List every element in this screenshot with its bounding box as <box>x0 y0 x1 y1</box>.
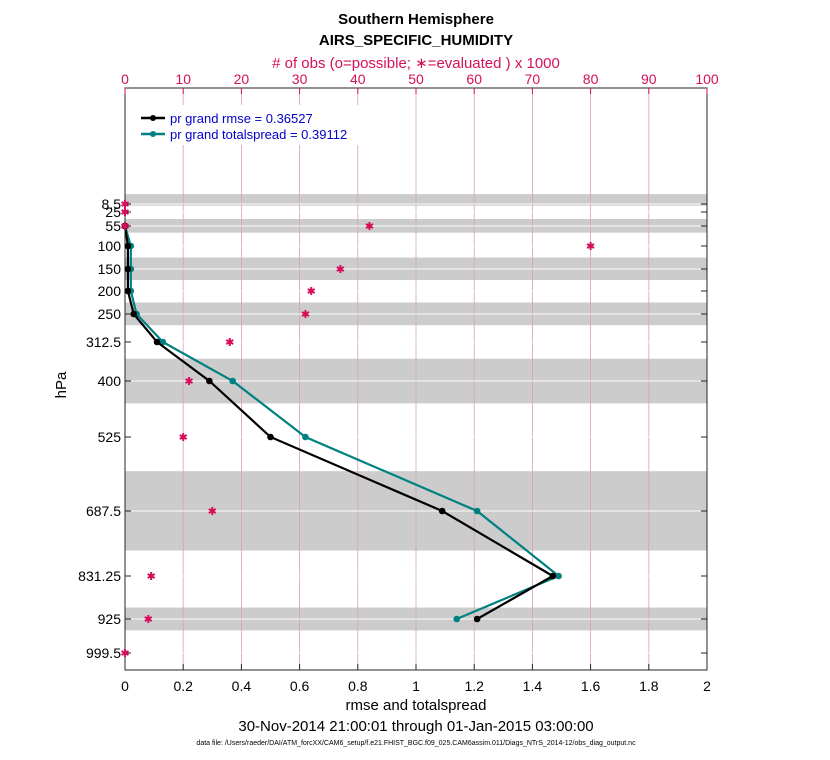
x-tick-label: 1.8 <box>639 678 659 694</box>
data-file-note: data file: /Users/raeder/DAI/ATM_forcXX/… <box>196 740 636 747</box>
x-tick-label: 0 <box>121 678 129 694</box>
obs-marker <box>144 615 153 623</box>
series-point <box>473 507 481 515</box>
series-point <box>473 615 481 623</box>
obs-marker <box>121 649 129 657</box>
legend-box <box>133 105 373 145</box>
series-line <box>123 225 561 621</box>
legend-rmse-label: pr grand rmse = 0.36527 <box>170 111 313 126</box>
series-point <box>549 572 557 580</box>
obs-marker <box>307 287 316 295</box>
series-point <box>453 615 461 623</box>
chart-subtitle: AIRS_SPECIFIC_HUMIDITY <box>319 32 513 49</box>
top-tick-label: 50 <box>408 71 424 87</box>
y-tick-label: 999.5 <box>86 645 121 661</box>
top-tick-label: 80 <box>583 71 599 87</box>
x-tick-label: 0.2 <box>173 678 193 694</box>
y-tick-label: 312.5 <box>86 334 121 350</box>
x-tick-label: 1.6 <box>581 678 601 694</box>
series-point <box>124 242 132 250</box>
obs-marker <box>586 242 595 250</box>
legend-spread-label: pr grand totalspread = 0.39112 <box>170 127 347 142</box>
top-tick-label: 40 <box>350 71 366 87</box>
y-tick-label: 100 <box>98 238 122 254</box>
series-point <box>159 338 167 346</box>
series-point <box>130 310 138 318</box>
y-tick-label: 150 <box>98 261 122 277</box>
series-point <box>229 377 236 385</box>
legend-spread-marker <box>150 131 156 137</box>
series-point <box>124 265 132 273</box>
top-x-ticks: 0 10 20 30 40 50 60 70 80 90 100 <box>121 71 719 94</box>
series-point <box>438 507 446 515</box>
x-axis-label: rmse and totalspread <box>346 697 487 714</box>
top-tick-label: 60 <box>466 71 482 87</box>
series-point <box>206 377 213 385</box>
y-tick-label: 831.25 <box>78 568 121 584</box>
obs-marker <box>179 433 188 441</box>
bottom-x-ticks: 0 0.2 0.4 0.6 0.8 1 1.2 1.4 1.6 1.8 2 <box>121 664 711 694</box>
obs-marker <box>208 507 217 515</box>
top-tick-label: 100 <box>695 71 719 87</box>
x-tick-label: 1.2 <box>464 678 484 694</box>
series-point <box>153 338 161 346</box>
series-point <box>302 433 309 441</box>
series-point <box>555 572 562 580</box>
x-tick-label: 0.4 <box>232 678 252 694</box>
y-tick-label: 25 <box>105 204 121 220</box>
obs-marker <box>121 208 129 216</box>
y-tick-label: 525 <box>98 429 122 445</box>
obs-marker <box>336 265 345 273</box>
obs-count-layer <box>121 200 595 657</box>
top-tick-label: 10 <box>175 71 191 87</box>
y-tick-label: 250 <box>98 306 122 322</box>
y-tick-label: 400 <box>98 373 122 389</box>
obs-marker <box>147 572 156 580</box>
y-tick-label: 8.5 <box>102 196 122 212</box>
x-tick-label: 1 <box>412 678 420 694</box>
top-tick-label: 0 <box>121 71 129 87</box>
y-axis-label: hPa <box>53 371 70 398</box>
top-tick-label: 70 <box>525 71 541 87</box>
y-tick-label: 687.5 <box>86 503 121 519</box>
obs-marker <box>301 310 310 318</box>
series-line <box>123 225 555 620</box>
top-axis-label: # of obs (o=possible; ∗=evaluated ) x 10… <box>272 55 560 72</box>
legend-rmse-marker <box>150 115 156 121</box>
top-tick-label: 90 <box>641 71 657 87</box>
x-tick-label: 0.8 <box>348 678 368 694</box>
obs-marker <box>185 377 193 385</box>
series-layer <box>121 222 562 623</box>
y-tick-label: 55 <box>105 218 121 234</box>
series-point <box>267 433 274 441</box>
chart-title: Southern Hemisphere <box>338 11 494 28</box>
x-tick-label: 2 <box>703 678 711 694</box>
date-range: 30-Nov-2014 21:00:01 through 01-Jan-2015… <box>238 718 593 735</box>
y-tick-label: 925 <box>98 611 122 627</box>
series-point <box>124 287 132 295</box>
x-tick-label: 1.4 <box>523 678 543 694</box>
obs-marker <box>365 222 374 230</box>
x-tick-label: 0.6 <box>290 678 310 694</box>
obs-marker <box>121 200 129 208</box>
obs-marker <box>225 338 234 346</box>
obs-marker <box>121 222 129 230</box>
legend: pr grand rmse = 0.36527 pr grand totalsp… <box>133 105 373 145</box>
top-tick-label: 30 <box>292 71 308 87</box>
top-tick-label: 20 <box>234 71 250 87</box>
y-tick-label: 200 <box>98 283 122 299</box>
